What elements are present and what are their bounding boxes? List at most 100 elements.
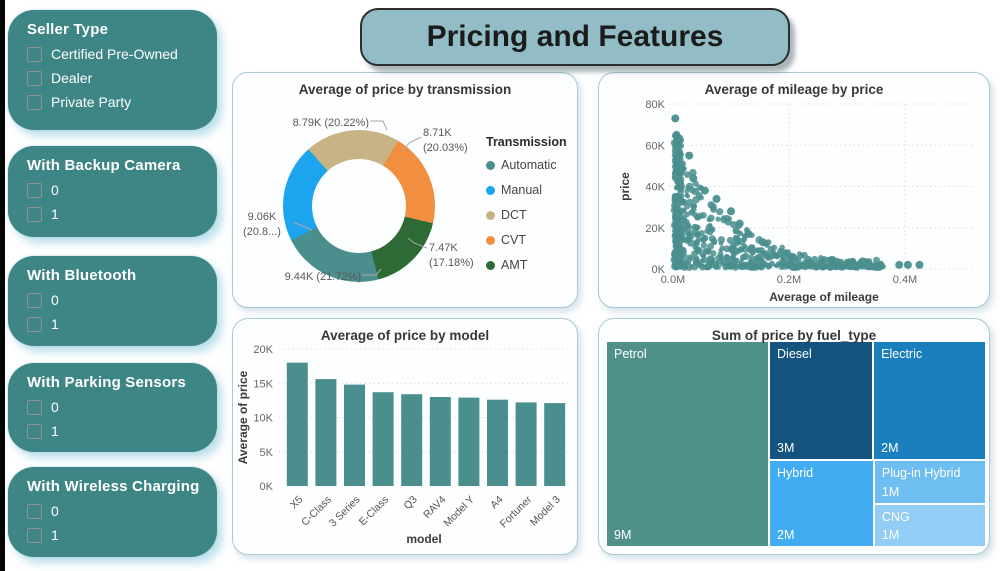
donut-data-label: 8.79K (20.22%): [292, 117, 369, 129]
dashboard-title-banner: Pricing and Features: [360, 8, 790, 66]
bar-series[interactable]: [286, 362, 566, 486]
legend-dot-icon: [486, 235, 495, 245]
donut-data-label: 8.71K (20.03%): [423, 127, 468, 155]
svg-text:5K: 5K: [260, 447, 274, 459]
legend-label: DCT: [501, 208, 527, 222]
svg-text:E-Class: E-Class: [357, 494, 391, 528]
svg-text:15K: 15K: [253, 378, 273, 390]
treemap-cell-value: 3M: [777, 440, 795, 455]
donut-data-label: 7.47K (17.18%): [429, 242, 474, 270]
slicer-option[interactable]: Private Party: [27, 94, 207, 110]
donut-data-label: 9.44K (21.72%): [284, 271, 361, 283]
legend-label: Automatic: [501, 158, 557, 172]
checkbox-icon[interactable]: [27, 206, 42, 222]
checkbox-icon[interactable]: [27, 527, 42, 543]
slicer-with-wireless-charging[interactable]: With Wireless Charging 0 1: [8, 467, 217, 557]
bar[interactable]: [372, 392, 394, 486]
treemap[interactable]: Petrol 9M Diesel 3M Electric 2M Hybrid 2M Plug-i…: [606, 341, 986, 547]
legend-item[interactable]: DCT: [486, 208, 567, 222]
svg-text:Model Y: Model Y: [441, 494, 477, 530]
treemap-cell-label: Petrol: [614, 347, 647, 361]
left-edge-strip: [0, 0, 5, 571]
slicer-title: With Bluetooth: [27, 267, 137, 284]
svg-text:Average of price: Average of price: [236, 370, 250, 464]
treemap-cell[interactable]: Plug-in Hybrid 1M: [873, 459, 986, 504]
slicer-option[interactable]: 1: [27, 527, 207, 543]
svg-text:Fortuner: Fortuner: [498, 493, 535, 530]
treemap-cell[interactable]: Electric 2M: [873, 341, 986, 460]
slicer-options: Certified Pre-Owned Dealer Private Party: [27, 46, 207, 110]
checkbox-icon[interactable]: [27, 399, 42, 415]
treemap-cell-label: Plug-in Hybrid: [881, 465, 961, 480]
svg-text:Q3: Q3: [401, 494, 420, 513]
slicer-option[interactable]: 1: [27, 316, 207, 332]
donut-chart[interactable]: [283, 130, 435, 282]
bar[interactable]: [429, 397, 451, 486]
checkbox-icon[interactable]: [27, 182, 42, 198]
legend-item[interactable]: CVT: [486, 233, 567, 247]
treemap-cell[interactable]: Diesel 3M: [769, 341, 874, 460]
slicer-option-label: 0: [51, 503, 59, 519]
donut-legend: Transmission Automatic Manual DCT CVT AMT: [486, 135, 567, 283]
slicer-option[interactable]: 0: [27, 503, 207, 519]
bar[interactable]: [544, 403, 566, 486]
slicer-option[interactable]: 0: [27, 182, 207, 198]
slicer-option[interactable]: Certified Pre-Owned: [27, 46, 207, 62]
checkbox-icon[interactable]: [27, 70, 42, 86]
legend-item[interactable]: AMT: [486, 258, 567, 272]
bar[interactable]: [344, 384, 365, 486]
slicer-option[interactable]: 0: [27, 292, 207, 308]
legend-title: Transmission: [486, 135, 567, 149]
treemap-cell[interactable]: Hybrid 2M: [769, 459, 874, 547]
slicer-seller-type[interactable]: Seller Type Certified Pre-Owned Dealer Pri…: [8, 10, 217, 130]
treemap-cell[interactable]: Petrol 9M: [606, 341, 770, 547]
svg-text:model: model: [406, 532, 441, 546]
treemap-cell-value: 9M: [614, 528, 632, 542]
bar[interactable]: [458, 397, 480, 486]
bar[interactable]: [515, 402, 537, 486]
slicer-title: With Wireless Charging: [27, 478, 200, 495]
svg-text:0K: 0K: [652, 264, 666, 276]
slicer-option-label: 1: [51, 316, 59, 332]
checkbox-icon[interactable]: [27, 503, 42, 519]
legend-item[interactable]: Automatic: [486, 158, 567, 172]
svg-text:X5: X5: [288, 494, 306, 512]
chart-title: Average of price by model: [320, 328, 490, 343]
svg-text:10K: 10K: [253, 413, 273, 425]
slicer-option-label: 0: [51, 182, 59, 198]
donut-chart-panel[interactable]: Average of price by transmission 9.44K (…: [232, 72, 578, 308]
checkbox-icon[interactable]: [27, 292, 42, 308]
donut-data-label: 9.06K (20.8...): [243, 211, 281, 239]
treemap-panel[interactable]: Sum of price by fuel_type Petrol 9M Diesel…: [598, 318, 990, 555]
checkbox-icon[interactable]: [27, 423, 42, 439]
bar[interactable]: [487, 399, 508, 486]
slicer-option[interactable]: 0: [27, 399, 207, 415]
legend-item[interactable]: Manual: [486, 183, 567, 197]
slicer-option[interactable]: 1: [27, 423, 207, 439]
bar[interactable]: [401, 394, 423, 486]
scatter-chart-panel[interactable]: Average of mileage by price 0K 20K 40K 60K 8…: [598, 72, 990, 308]
slicer-option-label: Dealer: [51, 70, 93, 86]
bar[interactable]: [315, 379, 337, 486]
slicer-option[interactable]: 1: [27, 206, 207, 222]
svg-text:Average of mileage: Average of mileage: [769, 290, 879, 304]
checkbox-icon[interactable]: [27, 46, 42, 62]
treemap-cell[interactable]: CNG 1M: [873, 503, 986, 547]
svg-text:40K: 40K: [645, 182, 665, 194]
checkbox-icon[interactable]: [27, 94, 42, 110]
checkbox-icon[interactable]: [27, 316, 42, 332]
scatter-points[interactable]: [670, 114, 924, 272]
bar-chart-panel[interactable]: Average of price by model 0K 5K 10K 15K 20K X…: [232, 318, 578, 555]
bar[interactable]: [286, 362, 308, 486]
legend-dot-icon: [486, 185, 495, 195]
chart-title: Average of price by transmission: [298, 82, 512, 97]
slicer-option[interactable]: Dealer: [27, 70, 207, 86]
slicer-option-label: 1: [51, 206, 59, 222]
